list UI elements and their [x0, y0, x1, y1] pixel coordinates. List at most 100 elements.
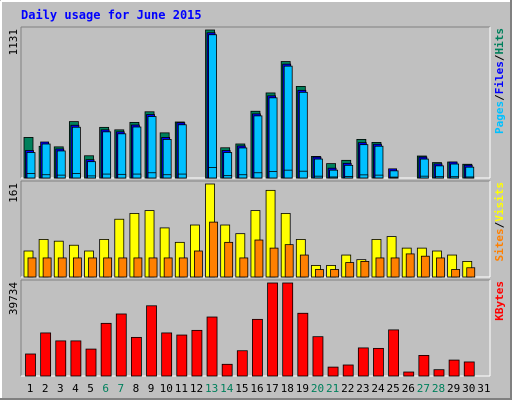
legend-entry: KBytes — [493, 281, 506, 321]
bar-pages — [238, 174, 248, 179]
bar-sites — [178, 257, 188, 278]
x-tick-label: 2 — [42, 382, 49, 395]
bar-pages — [147, 172, 157, 179]
bar-pages — [268, 171, 278, 179]
bar-pages — [26, 173, 36, 179]
bar-sites — [390, 257, 400, 278]
bar-kbytes — [70, 340, 82, 377]
y-max-label: 39734 — [7, 282, 20, 315]
bar-files-fill — [147, 116, 157, 179]
x-tick-label: 29 — [447, 382, 460, 395]
bar-sites — [405, 253, 415, 278]
bar-kbytes — [403, 371, 415, 377]
bar-files-fill — [359, 144, 369, 179]
bar-sites — [254, 239, 264, 278]
bar-files-fill — [374, 145, 384, 179]
x-tick-label: 30 — [462, 382, 475, 395]
bar-files-fill — [283, 65, 293, 179]
chart-panels: 1131Pages/Files/Hits161Sites/Visits39734… — [7, 26, 506, 377]
bar-sites — [163, 257, 173, 278]
bar-kbytes — [252, 318, 263, 377]
bar-kbytes — [388, 329, 399, 377]
chart-title: Daily usage for June 2015 — [21, 8, 202, 22]
x-tick-label: 6 — [102, 382, 109, 395]
bar-sites — [269, 247, 279, 278]
bar-pages — [465, 176, 475, 179]
legend-entry: Visits — [493, 182, 506, 222]
x-tick-label: 18 — [281, 382, 294, 395]
y-max-label: 161 — [7, 183, 20, 203]
x-tick-label: 8 — [133, 382, 140, 395]
bar-files-fill — [298, 91, 308, 179]
bar-sites — [27, 257, 37, 278]
bar-files-fill — [419, 158, 429, 179]
bar-sites — [360, 261, 370, 278]
bar-pages — [253, 172, 263, 179]
bar-pages — [344, 176, 354, 179]
legend-entry: / — [493, 221, 506, 228]
bar-sites — [375, 257, 385, 278]
bar-sites — [299, 254, 309, 278]
legend-entry: / — [493, 94, 506, 101]
bar-kbytes — [357, 347, 369, 377]
bar-kbytes — [161, 332, 173, 377]
bar-kbytes — [267, 282, 278, 377]
bar-pages — [389, 176, 399, 179]
panel-kbytes: 39734 KBytes — [7, 279, 506, 377]
bar-sites — [345, 262, 355, 278]
x-tick-label: 11 — [175, 382, 188, 395]
bar-pages — [374, 174, 384, 179]
x-tick-label: 25 — [387, 382, 400, 395]
bar-sites — [466, 267, 476, 278]
bar-kbytes — [236, 350, 248, 377]
bar-kbytes — [448, 359, 460, 377]
bar-files-fill — [253, 115, 263, 179]
x-tick-label: 14 — [220, 382, 234, 395]
bar-files-fill — [177, 124, 187, 179]
y-max-label: 1131 — [7, 29, 20, 56]
bar-sites — [88, 257, 97, 278]
bar-kbytes — [115, 313, 127, 377]
x-tick-label: 28 — [432, 382, 445, 395]
bar-pages — [314, 175, 323, 179]
bar-kbytes — [131, 336, 142, 377]
bar-pages — [117, 173, 127, 179]
bar-pages — [87, 175, 96, 179]
legend-entry: Sites — [493, 228, 506, 261]
legend: Pages/Files/Hits — [493, 28, 506, 134]
bar-pages — [450, 176, 460, 179]
bar-files-fill — [41, 143, 51, 179]
bar-kbytes — [282, 282, 294, 377]
bar-files-fill — [102, 131, 112, 179]
x-tick-label: 22 — [341, 382, 354, 395]
bar-kbytes — [206, 316, 218, 377]
bar-files-fill — [56, 150, 66, 179]
legend: Sites/Visits — [493, 182, 506, 262]
x-tick-label: 31 — [477, 382, 490, 395]
bar-files-fill — [450, 163, 460, 179]
bar-kbytes — [40, 332, 52, 377]
legend-entry: Files — [493, 61, 506, 94]
legend-entry: Hits — [493, 28, 506, 55]
bar-pages — [56, 174, 66, 179]
bar-sites — [284, 244, 294, 278]
bar-sites — [57, 257, 67, 278]
bar-files-fill — [132, 126, 142, 179]
bar-sites — [420, 255, 430, 278]
bar-kbytes — [418, 355, 430, 377]
bar-sites — [224, 241, 234, 278]
bar-kbytes — [342, 364, 354, 377]
bar-files-fill — [465, 166, 475, 179]
bar-kbytes — [327, 366, 339, 377]
bar-pages — [329, 176, 338, 179]
bar-files-fill — [238, 147, 248, 179]
bar-files-fill — [117, 133, 127, 179]
x-tick-label: 24 — [371, 382, 385, 395]
bar-pages — [162, 174, 172, 179]
legend-entry: / — [493, 54, 506, 61]
bar-sites — [42, 257, 52, 278]
x-tick-label: 26 — [402, 382, 415, 395]
bar-kbytes — [312, 336, 324, 377]
bar-kbytes — [146, 305, 157, 377]
